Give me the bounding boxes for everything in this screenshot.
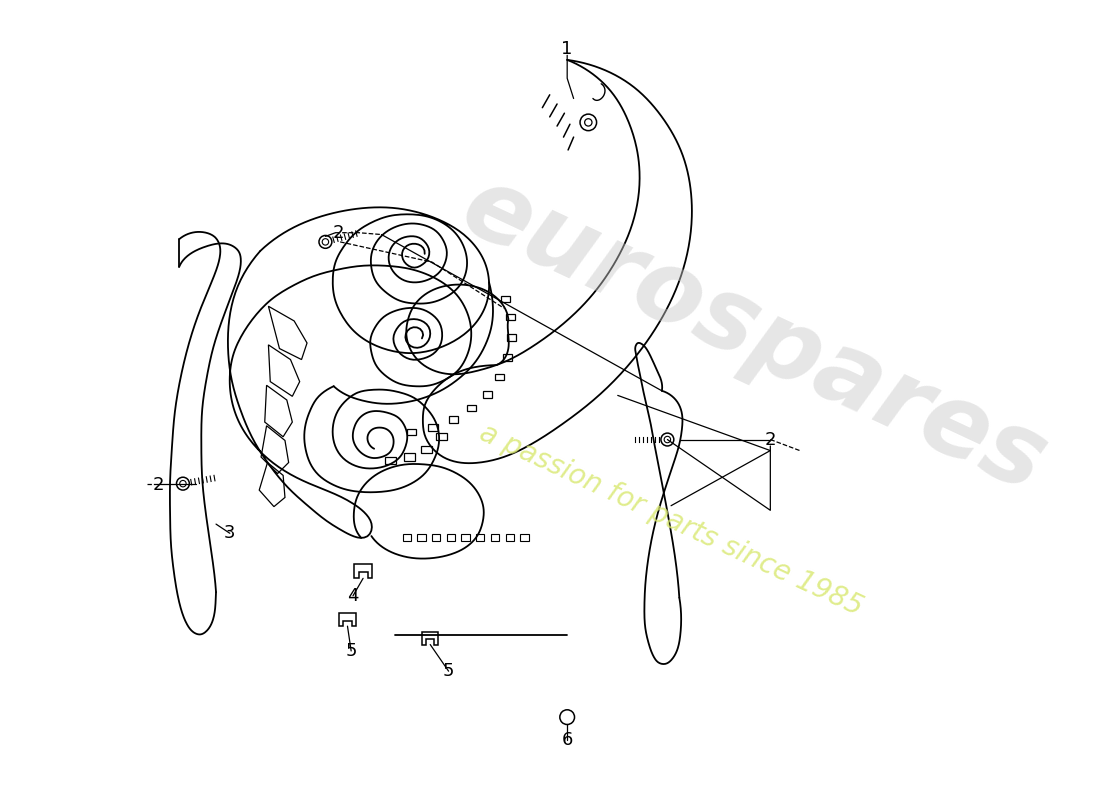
Text: 4: 4 [348,587,359,605]
Text: 2: 2 [153,477,164,494]
Text: 6: 6 [561,731,573,749]
Text: 5: 5 [443,662,454,680]
Text: 2: 2 [332,224,344,242]
Text: 2: 2 [764,430,777,449]
Text: a passion for parts since 1985: a passion for parts since 1985 [475,418,867,621]
Text: eurospares: eurospares [447,158,1062,514]
Text: 1: 1 [561,40,573,58]
Text: 3: 3 [224,524,235,542]
Text: 5: 5 [345,642,356,660]
